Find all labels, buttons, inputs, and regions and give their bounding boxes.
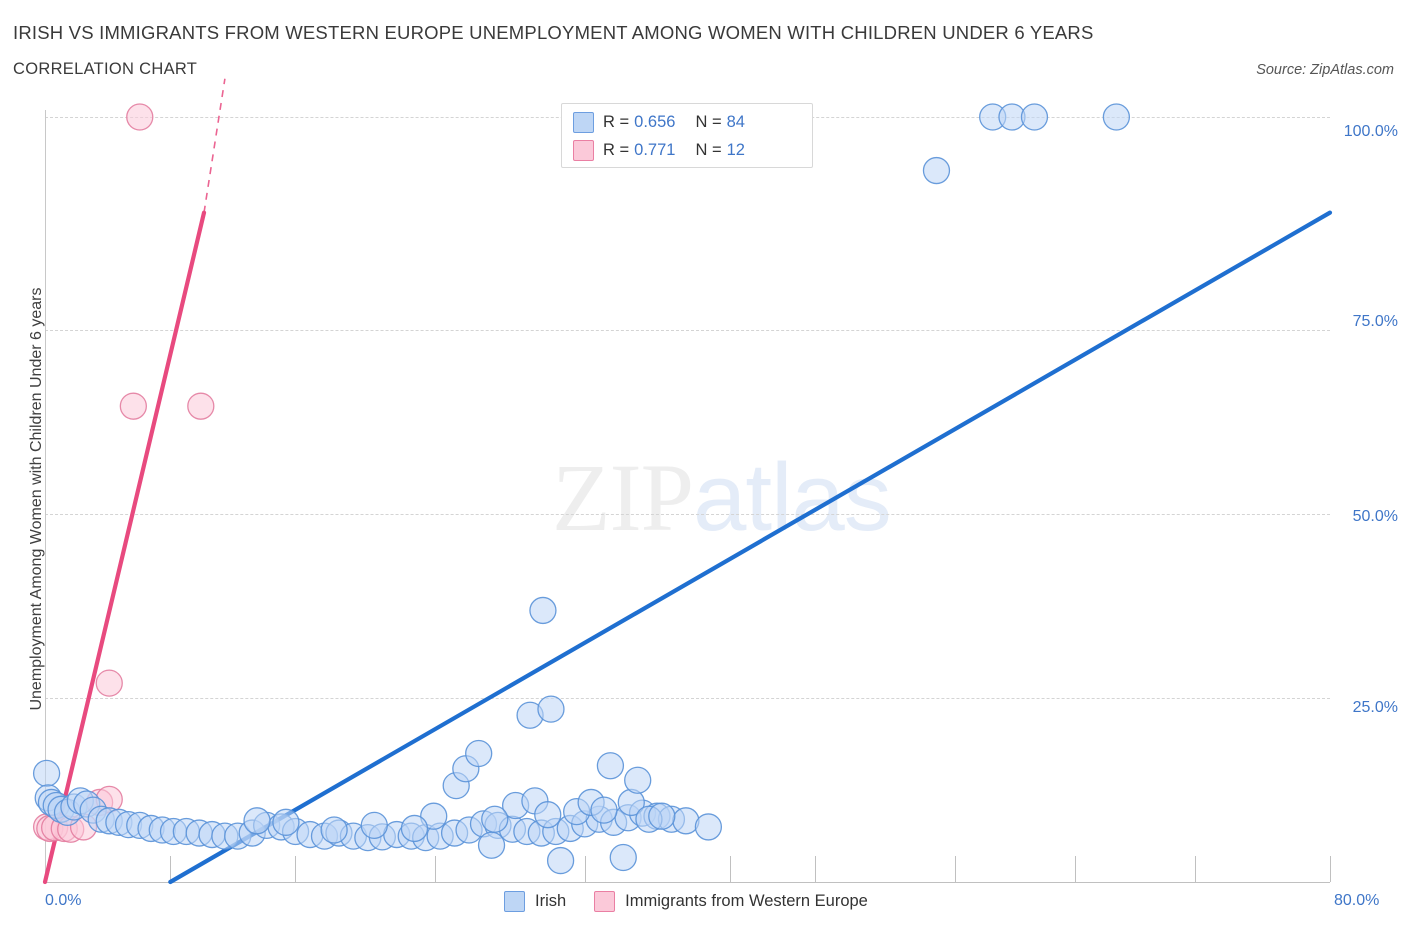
x-tick-6 [815,856,816,882]
gridline-50 [45,514,1330,515]
y-tick-label-100: 100.0% [1343,123,1398,140]
x-tick-8 [1075,856,1076,882]
x-tick-10 [1330,856,1331,882]
legend-color-irish [504,890,525,912]
x-tick-label-max: 80.0% [1334,892,1380,909]
x-tick-3 [435,856,436,882]
correlation-stats-box: R = 0.656 N = 84 R = 0.771 N = 12 [561,103,813,168]
legend-item-irish[interactable]: Irish [504,890,567,912]
x-axis-line [45,882,1330,883]
stats-row-irish: R = 0.656 N = 84 [573,108,745,136]
x-tick-1 [170,856,171,882]
y-axis-title: Unemployment Among Women with Children U… [28,287,45,711]
x-tick-2 [295,856,296,882]
r-label-irish: R = [603,112,630,131]
n-value-irish: 84 [726,112,745,131]
gridline-75 [45,330,1330,331]
n-label-immigrants: N = [695,140,722,159]
r-value-immigrants: 0.771 [634,140,676,159]
legend-swatch-irish [573,111,594,133]
legend-color-immigrants [594,890,616,912]
r-label-immigrants: R = [603,140,630,159]
x-tick-9 [1195,856,1196,882]
r-value-irish: 0.656 [634,112,676,131]
y-tick-label-75: 75.0% [1352,313,1398,330]
legend-label-immigrants: Immigrants from Western Europe [625,891,868,910]
y-tick-label-50: 50.0% [1352,508,1398,525]
legend-label-irish: Irish [535,891,567,910]
plot-area [45,110,1330,882]
y-tick-label-25: 25.0% [1352,699,1398,716]
legend-item-immigrants[interactable]: Immigrants from Western Europe [594,890,868,912]
legend-swatch-immigrants [573,139,594,161]
x-tick-5 [730,856,731,882]
n-label-irish: N = [695,112,722,131]
page-title: IRISH VS IMMIGRANTS FROM WESTERN EUROPE … [13,22,1094,43]
stats-row-immigrants: R = 0.771 N = 12 [573,136,745,164]
x-tick-7 [955,856,956,882]
page-subtitle: CORRELATION CHART [13,60,198,78]
gridline-25 [45,698,1330,699]
x-tick-label-min: 0.0% [45,892,82,909]
chart-legend: Irish Immigrants from Western Europe [504,888,868,914]
n-value-immigrants: 12 [726,140,745,159]
y-axis-line [45,110,46,882]
source-label: Source: ZipAtlas.com [1256,62,1394,78]
x-tick-4 [585,856,586,882]
